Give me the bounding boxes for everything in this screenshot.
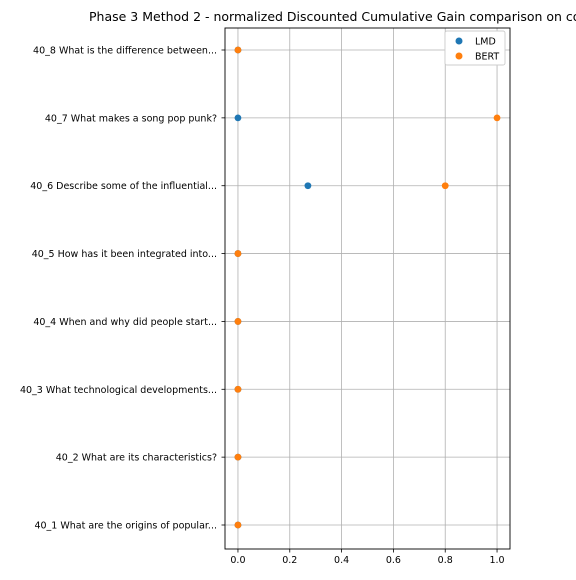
data-point-bert (234, 521, 242, 529)
chart-title: Phase 3 Method 2 - normalized Discounted… (89, 9, 576, 24)
data-point-bert (234, 46, 242, 54)
y-tick-label: 40_6 Describe some of the influential... (30, 181, 217, 192)
axis-layer: 0.0 0.2 0.4 0.6 0.8 1.0 40_1 What are the orig… (20, 46, 505, 567)
x-tick-label: 0.2 (282, 555, 297, 566)
y-tick-label: 40_3 What technological developments... (20, 385, 217, 396)
data-point-bert (234, 453, 242, 461)
x-tick-label: 1.0 (489, 555, 504, 566)
data-point-bert (234, 250, 242, 257)
plot-frame (224, 27, 511, 550)
x-tick-label: 0.6 (386, 555, 401, 566)
x-tick-label: 0.4 (334, 555, 349, 566)
legend-label-lmd: LMD (475, 37, 496, 48)
data-point-bert (234, 318, 242, 325)
points-layer (234, 46, 501, 529)
legend: LMD BERT (444, 30, 506, 66)
y-tick-label: 40_7 What makes a song pop punk? (45, 113, 217, 124)
data-point-lmd (234, 114, 242, 122)
legend-label-bert: BERT (475, 52, 499, 63)
data-point-bert (441, 182, 449, 190)
data-point-lmd (304, 182, 312, 190)
y-tick-label: 40_1 What are the origins of popular... (34, 521, 217, 532)
y-tick-label: 40_2 What are its characteristics? (56, 453, 217, 464)
legend-marker-lmd (455, 37, 463, 45)
x-tick-label: 0.0 (230, 555, 245, 566)
y-tick-label: 40_4 When and why did people start... (33, 317, 217, 328)
x-tick-label: 0.8 (438, 555, 453, 566)
data-point-bert (493, 114, 501, 122)
y-tick-label: 40_8 What is the difference between... (33, 46, 217, 57)
legend-marker-bert (455, 52, 463, 60)
data-point-bert (234, 385, 242, 393)
y-tick-label: 40_5 How has it been integrated into... (32, 249, 217, 260)
